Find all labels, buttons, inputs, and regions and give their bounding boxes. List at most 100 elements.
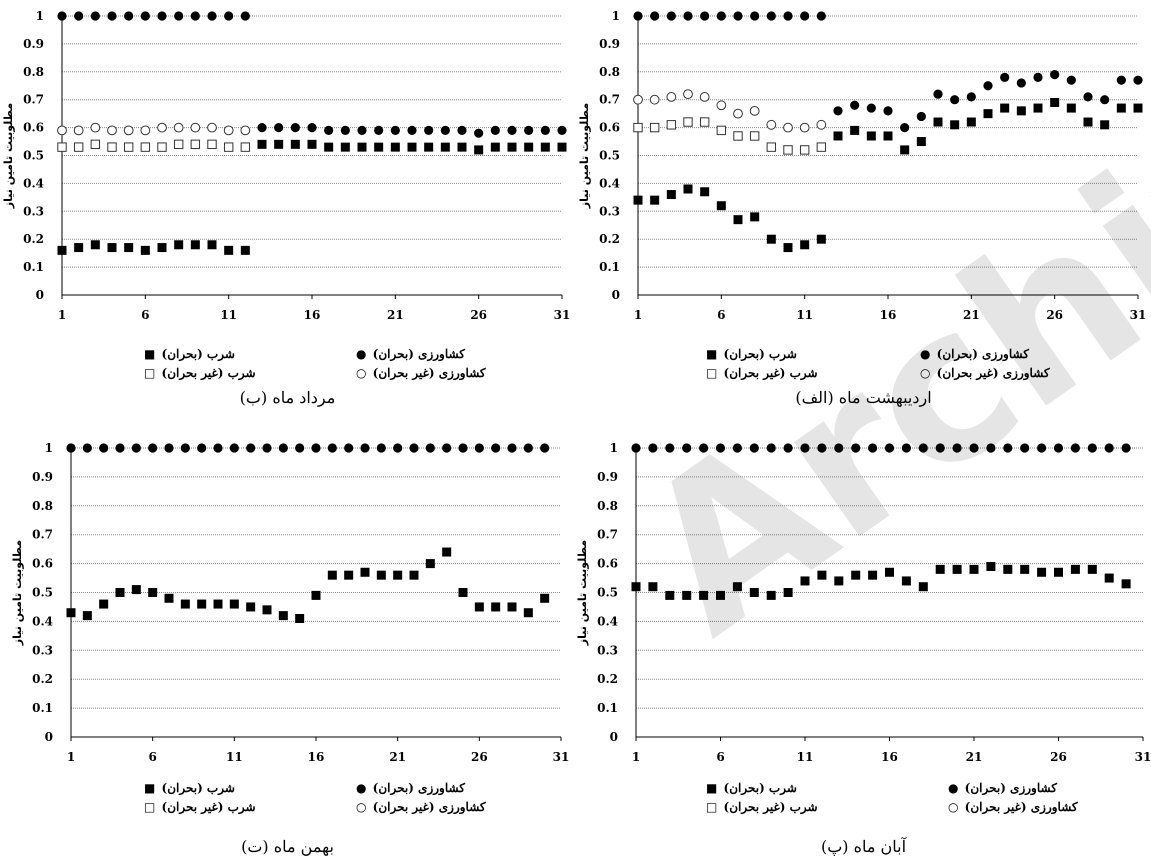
point-agri-crisis [716, 11, 726, 21]
point-drink-crisis [327, 570, 337, 580]
point-agri-crisis [783, 11, 793, 21]
point-agri-crisis [66, 443, 76, 453]
point-drink-crisis [340, 142, 350, 152]
point-agri-crisis [74, 11, 84, 21]
legend-drink-noncrisis: شرب (غیر بحران) □ [144, 366, 256, 380]
point-drink-crisis [257, 139, 267, 149]
point-agri-crisis [458, 443, 468, 453]
point-drink-crisis [148, 588, 158, 597]
point-drink-noncrisis [783, 145, 793, 155]
y-tick-label: 1 [36, 9, 44, 23]
point-agri-crisis [969, 443, 979, 453]
chart-svg: 00.10.20.30.40.50.60.70.80.911 6 11 16 21 26 3… [578, 9, 1147, 322]
point-drink-crisis [1087, 564, 1097, 574]
point-drink-crisis [311, 590, 321, 600]
point-drink-crisis [424, 142, 434, 152]
point-drink-crisis [1066, 103, 1076, 113]
point-drink-crisis [1104, 573, 1114, 583]
y-tick-label: 0.4 [32, 614, 53, 628]
point-drink-crisis [1083, 117, 1093, 127]
point-drink-crisis [1100, 120, 1110, 130]
point-drink-crisis [357, 142, 367, 152]
point-drink-noncrisis [240, 142, 251, 152]
point-agri-crisis [935, 443, 945, 453]
point-agri-crisis [246, 443, 256, 453]
point-drink-crisis [99, 599, 109, 609]
point-agri-crisis [1070, 443, 1080, 453]
y-tick-label: 0.5 [23, 149, 44, 163]
point-drink-crisis [665, 590, 675, 600]
x-tick-label: 1 [634, 308, 642, 322]
point-drink-crisis [800, 576, 810, 586]
point-agri-crisis [1104, 443, 1114, 453]
x-tick-label: 1 [632, 750, 640, 764]
point-drink-crisis [1016, 106, 1026, 116]
point-drink-crisis [1033, 103, 1043, 113]
y-tick-label: 0.8 [599, 65, 620, 79]
y-tick-label: 0.6 [23, 121, 44, 135]
point-agri-crisis [1133, 75, 1143, 85]
point-agri-crisis [197, 443, 207, 453]
point-drink-crisis [523, 608, 533, 618]
point-drink-crisis [174, 240, 184, 250]
y-tick-label: 1 [45, 441, 53, 455]
y-tick-label: 0.4 [597, 614, 618, 628]
point-drink-crisis [507, 142, 517, 152]
point-agri-crisis [523, 443, 533, 453]
point-agri-crisis [295, 443, 305, 453]
point-agri-crisis [278, 443, 288, 453]
point-drink-crisis [57, 245, 67, 255]
y-tick-label: 0.6 [32, 557, 53, 571]
point-drink-noncrisis [123, 142, 134, 152]
point-drink-crisis [885, 567, 894, 577]
y-tick-label: 0.6 [599, 121, 620, 135]
point-agri-crisis [124, 11, 134, 21]
legend-drink-noncrisis: شرب (غیر بحران) □ [144, 800, 256, 814]
point-drink-crisis [324, 142, 334, 152]
point-agri-crisis [344, 443, 354, 453]
point-agri-crisis [966, 92, 976, 102]
chart-svg: 00.10.20.30.40.50.60.70.80.911 6 11 16 21 26 3… [576, 441, 1151, 764]
chart-panel-aban: 0 0.1 0.2 0.3 0.4 0.5 0.6 0.7 0.8 0.9 1 1 6 11 16 21 26 3… [576, 431, 1151, 862]
point-drink-crisis [918, 582, 928, 592]
point-agri-noncrisis [799, 122, 810, 133]
y-tick-label: 0.7 [32, 528, 53, 542]
point-agri-crisis [817, 443, 827, 453]
point-drink-crisis [540, 593, 550, 603]
point-drink-noncrisis [666, 120, 677, 130]
point-drink-crisis [474, 602, 484, 612]
y-tick-label: 0.8 [32, 499, 53, 513]
point-drink-crisis [868, 570, 878, 580]
point-agri-crisis [164, 443, 174, 453]
point-agri-crisis [490, 125, 500, 135]
point-agri-noncrisis [716, 100, 727, 111]
y-tick-label: 0.4 [23, 176, 44, 190]
point-agri-crisis [90, 11, 100, 21]
y-tick-label: 1 [610, 441, 618, 455]
point-agri-crisis [1116, 75, 1126, 85]
point-drink-noncrisis [733, 131, 743, 141]
point-drink-crisis [262, 605, 272, 615]
point-agri-crisis [324, 125, 334, 135]
point-drink-crisis [360, 567, 370, 577]
point-agri-crisis [207, 11, 217, 21]
point-agri-crisis [665, 443, 675, 453]
point-agri-crisis [866, 103, 876, 113]
legend-agri-crisis: کشاورزی (بحران) ● [356, 347, 465, 361]
point-drink-crisis [74, 243, 84, 253]
point-agri-crisis [950, 95, 960, 105]
point-drink-crisis [834, 576, 844, 586]
point-drink-crisis [540, 142, 550, 152]
point-agri-crisis [834, 443, 844, 453]
x-tick-label: 16 [881, 750, 898, 764]
point-drink-crisis [683, 184, 693, 194]
point-agri-crisis [327, 443, 337, 453]
x-tick-label: 31 [1130, 308, 1147, 322]
point-drink-crisis [393, 570, 403, 580]
point-drink-crisis [207, 240, 217, 250]
point-agri-noncrisis [649, 94, 660, 105]
point-drink-crisis [409, 570, 419, 580]
point-agri-crisis [1000, 72, 1010, 82]
legend-agri-noncrisis: کشاورزی (غیر بحران) ○ [356, 366, 486, 380]
point-drink-crisis [732, 582, 742, 592]
